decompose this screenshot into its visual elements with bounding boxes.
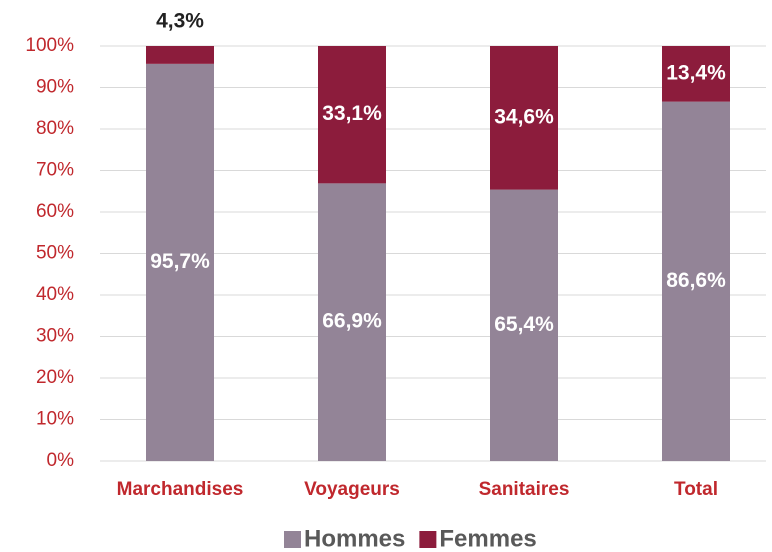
- data-label: 4,3%: [156, 10, 204, 33]
- bar-segment: [490, 189, 558, 461]
- bar-segment: [146, 63, 214, 461]
- y-tick-label: 80%: [36, 118, 74, 139]
- legend-label: Hommes: [304, 525, 405, 552]
- y-tick-label: 50%: [36, 243, 74, 264]
- x-tick-label: Total: [674, 479, 718, 500]
- x-tick-label: Sanitaires: [479, 479, 570, 500]
- y-tick-label: 40%: [36, 284, 74, 305]
- y-tick-label: 10%: [36, 409, 74, 430]
- y-tick-label: 90%: [36, 77, 74, 98]
- y-tick-label: 60%: [36, 201, 74, 222]
- data-label: 13,4%: [666, 61, 726, 84]
- legend-swatch: [419, 531, 437, 548]
- bar-segment: [490, 46, 558, 190]
- bar-segment: [318, 46, 386, 184]
- y-tick-label: 70%: [36, 160, 74, 181]
- y-tick-label: 30%: [36, 326, 74, 347]
- bar-segment: [146, 46, 214, 64]
- data-label: 86,6%: [666, 269, 726, 292]
- x-tick-label: Voyageurs: [304, 479, 400, 500]
- bar-segment: [662, 101, 730, 462]
- data-label: 66,9%: [322, 310, 382, 333]
- data-label: 34,6%: [494, 105, 554, 128]
- bar-segment: [318, 183, 386, 462]
- y-tick-label: 100%: [25, 35, 74, 56]
- data-label: 33,1%: [322, 102, 382, 125]
- legend-swatch: [284, 531, 301, 548]
- y-tick-label: 0%: [47, 450, 75, 471]
- y-tick-label: 20%: [36, 367, 74, 388]
- legend-label: Femmes: [439, 525, 536, 552]
- x-tick-label: Marchandises: [117, 479, 244, 500]
- data-label: 65,4%: [494, 313, 554, 336]
- data-label: 95,7%: [150, 250, 210, 273]
- bar-segment: [662, 46, 730, 102]
